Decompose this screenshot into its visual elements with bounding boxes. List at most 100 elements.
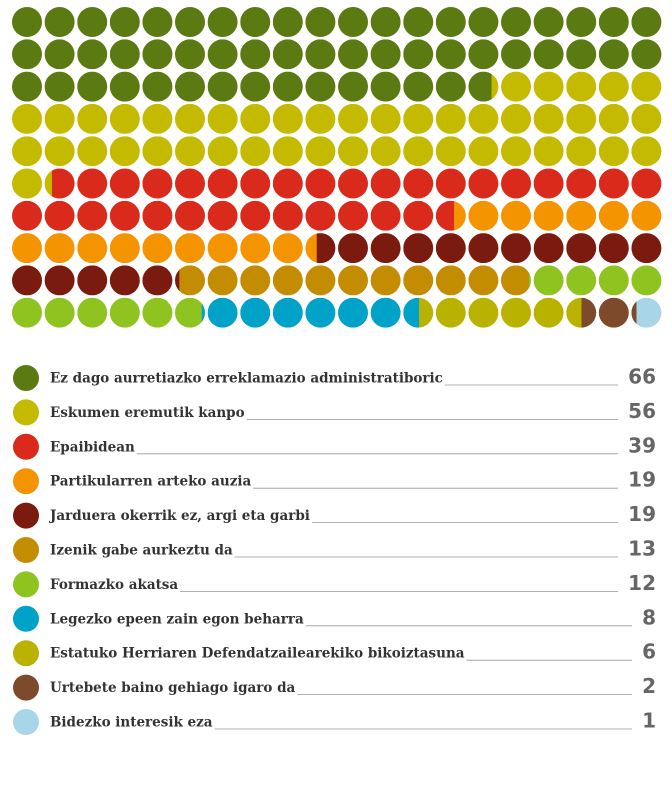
waffle-dot bbox=[272, 7, 303, 37]
waffle-dot bbox=[240, 103, 271, 134]
waffle-segment bbox=[44, 168, 53, 199]
waffle-dot bbox=[305, 200, 336, 231]
waffle-segment bbox=[12, 7, 42, 37]
waffle-dot bbox=[305, 136, 336, 167]
waffle-dot bbox=[240, 71, 271, 102]
waffle-dot bbox=[468, 103, 499, 134]
waffle-segment bbox=[175, 136, 205, 167]
waffle-segment bbox=[598, 265, 629, 296]
waffle-segment bbox=[566, 233, 597, 264]
waffle-segment bbox=[598, 297, 629, 328]
waffle-dot bbox=[370, 168, 401, 199]
waffle-dot bbox=[501, 233, 531, 264]
waffle-dot bbox=[501, 39, 531, 70]
waffle-dot bbox=[566, 200, 597, 231]
waffle-segment bbox=[403, 39, 434, 70]
waffle-segment bbox=[240, 39, 271, 70]
waffle-dot bbox=[631, 168, 662, 199]
waffle-segment bbox=[501, 297, 531, 328]
waffle-dot bbox=[435, 200, 466, 231]
waffle-segment bbox=[142, 168, 173, 199]
legend-value: 13 bbox=[628, 537, 656, 561]
waffle-dot bbox=[370, 233, 401, 264]
waffle-dot bbox=[631, 297, 662, 328]
legend-value: 56 bbox=[628, 399, 656, 423]
waffle-segment bbox=[240, 136, 271, 167]
waffle-segment bbox=[598, 7, 629, 37]
waffle-segment bbox=[240, 168, 271, 199]
waffle-segment bbox=[240, 103, 271, 134]
waffle-dot bbox=[272, 39, 303, 70]
waffle-dot bbox=[338, 39, 368, 70]
waffle-dot bbox=[207, 39, 238, 70]
waffle-dot bbox=[566, 265, 597, 296]
waffle-segment bbox=[207, 71, 238, 102]
waffle-dot bbox=[272, 297, 303, 328]
waffle-segment bbox=[175, 297, 203, 328]
waffle-dot bbox=[12, 7, 42, 37]
waffle-segment bbox=[403, 200, 434, 231]
waffle-segment bbox=[109, 168, 140, 199]
waffle-dot bbox=[44, 233, 75, 264]
waffle-dot bbox=[598, 168, 629, 199]
waffle-segment bbox=[338, 39, 368, 70]
waffle-segment bbox=[338, 103, 368, 134]
waffle-dot bbox=[109, 265, 140, 296]
waffle-segment bbox=[175, 39, 205, 70]
waffle-dot bbox=[370, 103, 401, 134]
waffle-dot bbox=[240, 265, 271, 296]
waffle-dot bbox=[305, 168, 336, 199]
waffle-dot bbox=[207, 168, 238, 199]
waffle-dot bbox=[175, 7, 205, 37]
waffle-segment bbox=[77, 71, 108, 102]
waffle-dot bbox=[175, 265, 205, 296]
waffle-dot bbox=[338, 297, 368, 328]
waffle-dot bbox=[240, 233, 271, 264]
waffle-dot bbox=[435, 136, 466, 167]
waffle-segment bbox=[403, 168, 434, 199]
waffle-dot bbox=[12, 136, 42, 167]
waffle-segment bbox=[240, 233, 271, 264]
waffle-segment bbox=[631, 7, 662, 37]
waffle-dot bbox=[240, 200, 271, 231]
waffle-segment bbox=[109, 103, 140, 134]
waffle-dot bbox=[403, 136, 434, 167]
waffle-segment bbox=[77, 7, 108, 37]
waffle-dot bbox=[631, 233, 662, 264]
waffle-dot bbox=[175, 200, 205, 231]
waffle-segment bbox=[435, 103, 466, 134]
waffle-segment bbox=[435, 7, 466, 37]
waffle-segment bbox=[305, 103, 336, 134]
waffle-segment bbox=[631, 71, 662, 102]
waffle-dot bbox=[435, 233, 466, 264]
waffle-dot bbox=[109, 39, 140, 70]
legend-value: 66 bbox=[628, 365, 656, 389]
waffle-dot bbox=[77, 168, 108, 199]
waffle-dot bbox=[142, 233, 173, 264]
waffle-dot bbox=[109, 71, 140, 102]
waffle-segment bbox=[175, 265, 180, 296]
waffle-dot bbox=[207, 7, 238, 37]
waffle-dot bbox=[240, 168, 271, 199]
waffle-dot bbox=[109, 103, 140, 134]
waffle-segment bbox=[468, 71, 492, 102]
waffle-dot bbox=[12, 233, 42, 264]
legend-label: Urtebete baino gehiago igaro da bbox=[50, 680, 296, 696]
waffle-dot bbox=[370, 200, 401, 231]
waffle-segment bbox=[207, 200, 238, 231]
waffle-dot bbox=[305, 7, 336, 37]
waffle-dot bbox=[77, 297, 108, 328]
waffle-segment bbox=[12, 71, 42, 102]
waffle-segment bbox=[109, 265, 140, 296]
waffle-segment bbox=[435, 168, 466, 199]
waffle-segment bbox=[468, 233, 499, 264]
waffle-dot bbox=[175, 136, 205, 167]
waffle-dot bbox=[370, 7, 401, 37]
waffle-dot bbox=[240, 297, 271, 328]
legend-swatch bbox=[13, 605, 39, 632]
legend-swatch bbox=[13, 502, 39, 529]
waffle-dot bbox=[175, 39, 205, 70]
waffle-dot bbox=[403, 103, 434, 134]
waffle-segment bbox=[631, 39, 662, 70]
waffle-dot bbox=[44, 71, 75, 102]
